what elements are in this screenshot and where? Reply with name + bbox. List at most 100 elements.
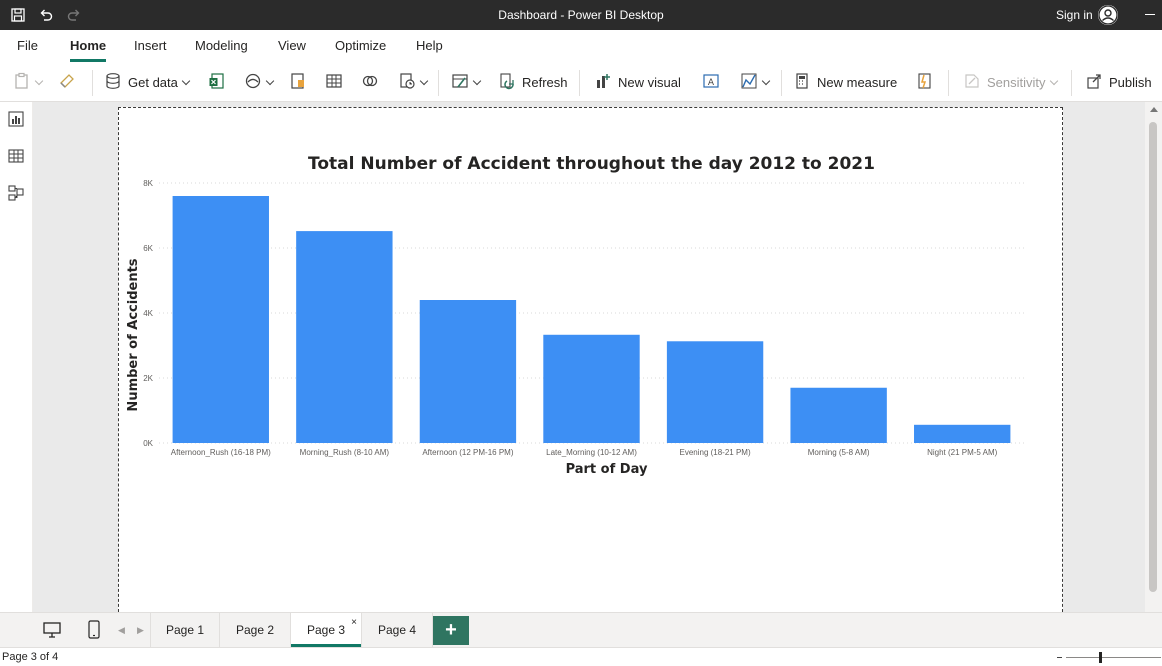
svg-text:A: A xyxy=(708,78,715,88)
y-axis-label: Number of Accidents xyxy=(126,258,141,411)
excel-icon xyxy=(208,72,226,93)
publish-label: Publish xyxy=(1109,74,1152,90)
enter-data-button[interactable] xyxy=(325,72,343,92)
ribbon: Get data Refresh New visual A xyxy=(0,62,1162,102)
zoom-out-icon[interactable] xyxy=(1057,657,1062,658)
x-tick-label: Morning_Rush (8-10 AM) xyxy=(300,448,390,457)
tab-insert[interactable]: Insert xyxy=(134,38,167,53)
report-page: Total Number of Accident throughout the … xyxy=(118,107,1063,612)
x-tick-label: Night (21 PM-5 AM) xyxy=(927,448,998,457)
transform-data-button[interactable] xyxy=(451,72,482,93)
bar[interactable] xyxy=(172,196,269,443)
get-data-button[interactable]: Get data xyxy=(104,72,191,93)
scroll-up-icon[interactable] xyxy=(1150,107,1158,112)
format-painter-icon xyxy=(58,72,76,93)
zoom-slider[interactable] xyxy=(1066,657,1161,658)
bar-chart[interactable]: 0K 2K 4K 6K 8K Afternoon_Rush (16-18 PM) Morni… xyxy=(119,108,1064,612)
quick-measure-icon xyxy=(916,72,934,93)
dataflows-button[interactable] xyxy=(289,72,307,92)
mobile-layout-icon[interactable] xyxy=(87,620,101,643)
page-tab-2[interactable]: Page 2 xyxy=(220,613,291,647)
x-tick-label: Morning (5-8 AM) xyxy=(808,448,870,457)
page-tab-1[interactable]: Page 1 xyxy=(150,613,220,647)
new-visual-label: New visual xyxy=(618,74,681,90)
y-tick-label: 8K xyxy=(143,179,153,188)
page-tabs-bar: ◀ ▶ Page 1 Page 2 Page 3 × Page 4 + xyxy=(0,612,1162,647)
new-measure-label: New measure xyxy=(817,74,898,90)
report-view-icon[interactable] xyxy=(7,110,25,128)
page-tab-3[interactable]: Page 3 × xyxy=(291,613,362,647)
clipboard-icon xyxy=(13,72,31,93)
publish-button[interactable]: Publish xyxy=(1085,72,1152,92)
tab-file[interactable]: File xyxy=(17,38,38,53)
database-icon xyxy=(104,72,122,93)
new-visual-button[interactable]: New visual xyxy=(594,72,681,92)
tab-optimize[interactable]: Optimize xyxy=(335,38,387,53)
tab-home[interactable]: Home xyxy=(70,38,107,62)
refresh-icon xyxy=(498,72,516,93)
bar[interactable] xyxy=(914,424,1011,443)
refresh-button[interactable]: Refresh xyxy=(498,72,568,92)
excel-button[interactable] xyxy=(208,72,226,92)
dataverse-button[interactable] xyxy=(361,72,379,92)
new-measure-button[interactable]: New measure xyxy=(793,72,897,92)
refresh-label: Refresh xyxy=(522,74,568,90)
account-avatar-icon[interactable] xyxy=(1098,5,1118,25)
more-visuals-button[interactable] xyxy=(740,72,771,93)
bar[interactable] xyxy=(666,341,764,443)
dataverse-icon xyxy=(361,72,379,93)
view-switcher xyxy=(0,102,33,612)
report-canvas: Total Number of Accident throughout the … xyxy=(33,102,1145,612)
bar[interactable] xyxy=(296,231,393,443)
text-box-button[interactable]: A xyxy=(702,72,720,92)
x-tick-label: Afternoon (12 PM-16 PM) xyxy=(422,448,513,457)
format-painter-button[interactable] xyxy=(58,72,76,92)
table-grid-icon xyxy=(325,72,343,93)
onelake-hub-button[interactable] xyxy=(244,72,275,93)
more-visuals-icon xyxy=(740,72,758,93)
window-title: Dashboard - Power BI Desktop xyxy=(498,8,664,22)
add-page-button[interactable]: + xyxy=(433,616,469,645)
model-view-icon[interactable] xyxy=(7,184,25,202)
sensitivity-button[interactable]: Sensitivity xyxy=(963,72,1058,92)
y-tick-label: 6K xyxy=(143,244,153,253)
minimize-icon[interactable] xyxy=(1145,14,1155,15)
tab-view[interactable]: View xyxy=(278,38,306,53)
bar[interactable] xyxy=(790,387,887,443)
tab-modeling[interactable]: Modeling xyxy=(195,38,248,53)
prev-page-icon[interactable]: ◀ xyxy=(118,625,125,635)
y-tick-label: 2K xyxy=(143,374,153,383)
vertical-scrollbar[interactable] xyxy=(1145,102,1162,612)
redo-icon[interactable] xyxy=(66,7,82,23)
tab-help[interactable]: Help xyxy=(416,38,443,53)
transform-data-icon xyxy=(451,72,469,93)
table-view-icon[interactable] xyxy=(7,147,25,165)
dataflow-icon xyxy=(289,72,307,93)
recent-sources-icon xyxy=(398,72,416,93)
bar[interactable] xyxy=(419,300,517,443)
zoom-slider-thumb[interactable] xyxy=(1099,652,1102,663)
title-bar: Dashboard - Power BI Desktop Sign in xyxy=(0,0,1162,30)
onelake-icon xyxy=(244,72,262,93)
undo-icon[interactable] xyxy=(38,7,54,23)
x-tick-label: Afternoon_Rush (16-18 PM) xyxy=(171,448,271,457)
close-page-icon[interactable]: × xyxy=(351,617,357,628)
y-tick-label: 0K xyxy=(143,439,153,448)
paste-button[interactable] xyxy=(13,72,44,93)
next-page-icon[interactable]: ▶ xyxy=(137,625,144,635)
x-tick-label: Evening (18-21 PM) xyxy=(679,448,750,457)
publish-icon xyxy=(1085,72,1103,93)
chart-title: Total Number of Accident throughout the … xyxy=(308,154,875,174)
y-tick-label: 4K xyxy=(143,309,153,318)
menu-bar: File Home Insert Modeling View Optimize … xyxy=(0,30,1162,62)
text-box-icon: A xyxy=(702,72,720,93)
recent-sources-button[interactable] xyxy=(398,72,429,93)
save-icon[interactable] xyxy=(10,7,26,23)
bar[interactable] xyxy=(543,334,640,443)
quick-measure-button[interactable] xyxy=(916,72,934,92)
page-tab-4[interactable]: Page 4 xyxy=(362,613,433,647)
scroll-thumb[interactable] xyxy=(1149,122,1157,592)
desktop-layout-icon[interactable] xyxy=(42,621,62,642)
page-info: Page 3 of 4 xyxy=(2,651,59,663)
sign-in-link[interactable]: Sign in xyxy=(1056,8,1093,22)
